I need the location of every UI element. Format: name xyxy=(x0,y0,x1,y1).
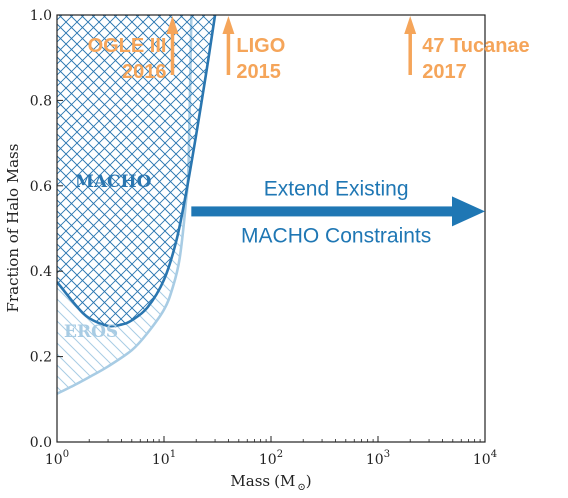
markers: OGLE III 2016 LIGO 2015 47 Tucanae 2017 xyxy=(88,16,530,83)
marker-label-line: 47 Tucanae xyxy=(422,35,529,57)
marker-arrow: OGLE III 2016 xyxy=(88,16,179,83)
x-axis-ticks: 100 101 102 103 104 xyxy=(45,436,497,468)
y-axis-ticks: 0.0 0.2 0.4 0.6 0.8 1.0 xyxy=(30,8,63,451)
region-label-eros: EROS xyxy=(64,322,118,342)
x-tick-label: 101 xyxy=(152,449,176,468)
big-arrow-label-line: MACHO Constraints xyxy=(241,224,431,247)
y-tick-label: 0.2 xyxy=(30,350,52,366)
big-arrow-head xyxy=(452,196,485,227)
marker-arrow-head xyxy=(404,16,417,34)
marker-label-line: OGLE III xyxy=(88,35,167,57)
big-arrow: Extend Existing MACHO Constraints xyxy=(191,177,485,247)
x-tick-label: 100 xyxy=(45,449,69,468)
x-tick-label: 102 xyxy=(259,449,283,468)
marker-arrow-head xyxy=(166,16,179,34)
marker-label-line: LIGO xyxy=(236,35,285,57)
marker-label-line: 2017 xyxy=(422,61,467,83)
marker-label-line: 2015 xyxy=(236,61,280,83)
y-tick-label: 0.4 xyxy=(30,264,52,280)
x-tick-label: 104 xyxy=(473,449,497,468)
region-macho-boundary xyxy=(57,15,217,328)
y-tick-label: 0.8 xyxy=(30,93,52,109)
region-label-macho: MACHO xyxy=(75,172,152,192)
big-arrow-shaft xyxy=(191,206,454,217)
x-tick-label: 103 xyxy=(366,449,390,468)
marker-arrow: LIGO 2015 xyxy=(222,16,285,83)
y-tick-label: 1.0 xyxy=(30,8,52,24)
region-macho-fill xyxy=(57,15,216,327)
regions xyxy=(57,15,217,395)
region-labels: EROS MACHO xyxy=(64,172,152,342)
marker-arrow: 47 Tucanae 2017 xyxy=(404,16,530,83)
marker-label-line: 2016 xyxy=(122,61,167,83)
y-tick-label: 0.6 xyxy=(30,179,52,195)
y-tick-label: 0.0 xyxy=(30,435,52,451)
marker-arrow-head xyxy=(222,16,235,34)
big-arrow-label-line: Extend Existing xyxy=(264,177,409,200)
x-axis-label: Mass (M ⊙) xyxy=(230,472,311,493)
y-axis-label: Fraction of Halo Mass xyxy=(4,144,22,313)
